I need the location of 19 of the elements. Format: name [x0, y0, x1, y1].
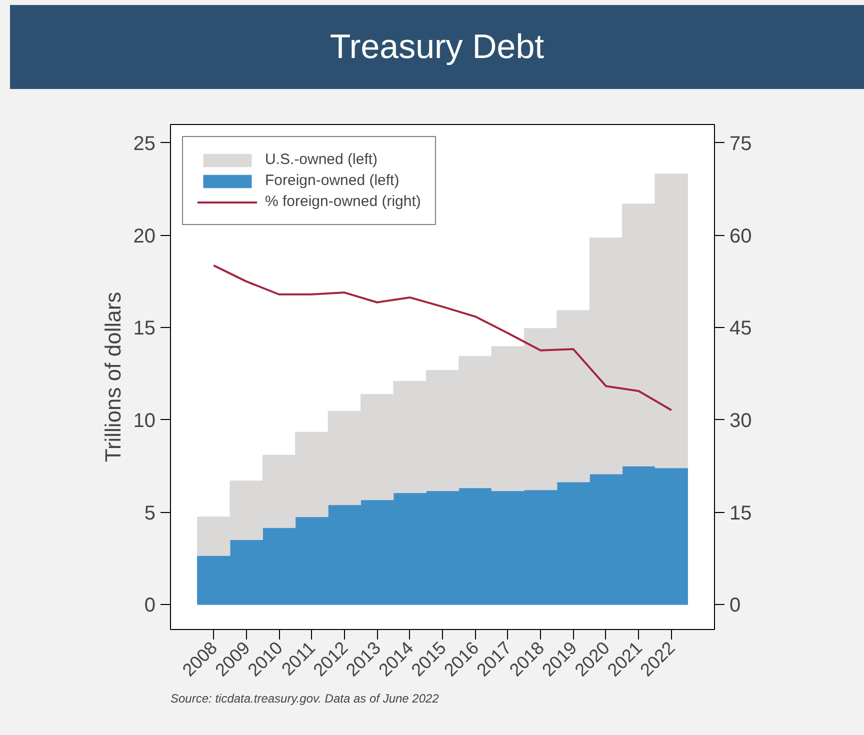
y2-tick-label: 30 — [730, 410, 752, 432]
y2-tick-label: 60 — [730, 225, 752, 248]
y-axis-title: Trillions of dollars — [100, 292, 126, 462]
y-tick-label: 25 — [133, 132, 156, 155]
y-tick-label: 10 — [133, 410, 156, 432]
y2-tick-label: 45 — [730, 318, 752, 340]
legend-label: Foreign-owned (left) — [265, 172, 400, 189]
chart-title: Treasury Debt — [330, 27, 544, 68]
y2-tick-label: 15 — [730, 502, 752, 524]
source-note: Source: ticdata.treasury.gov. Data as of June 2022 — [170, 692, 440, 706]
y-tick-label: 20 — [133, 225, 156, 248]
y-tick-label: 15 — [133, 318, 156, 340]
legend-label: % foreign-owned (right) — [265, 193, 421, 210]
y-tick-label: 0 — [144, 594, 156, 617]
y-tick-label: 5 — [144, 502, 156, 524]
line-series — [212, 264, 672, 412]
y2-tick-label: 75 — [730, 132, 752, 155]
y2-tick-label: 0 — [730, 594, 741, 617]
legend-label: U.S.-owned (left) — [265, 151, 378, 168]
